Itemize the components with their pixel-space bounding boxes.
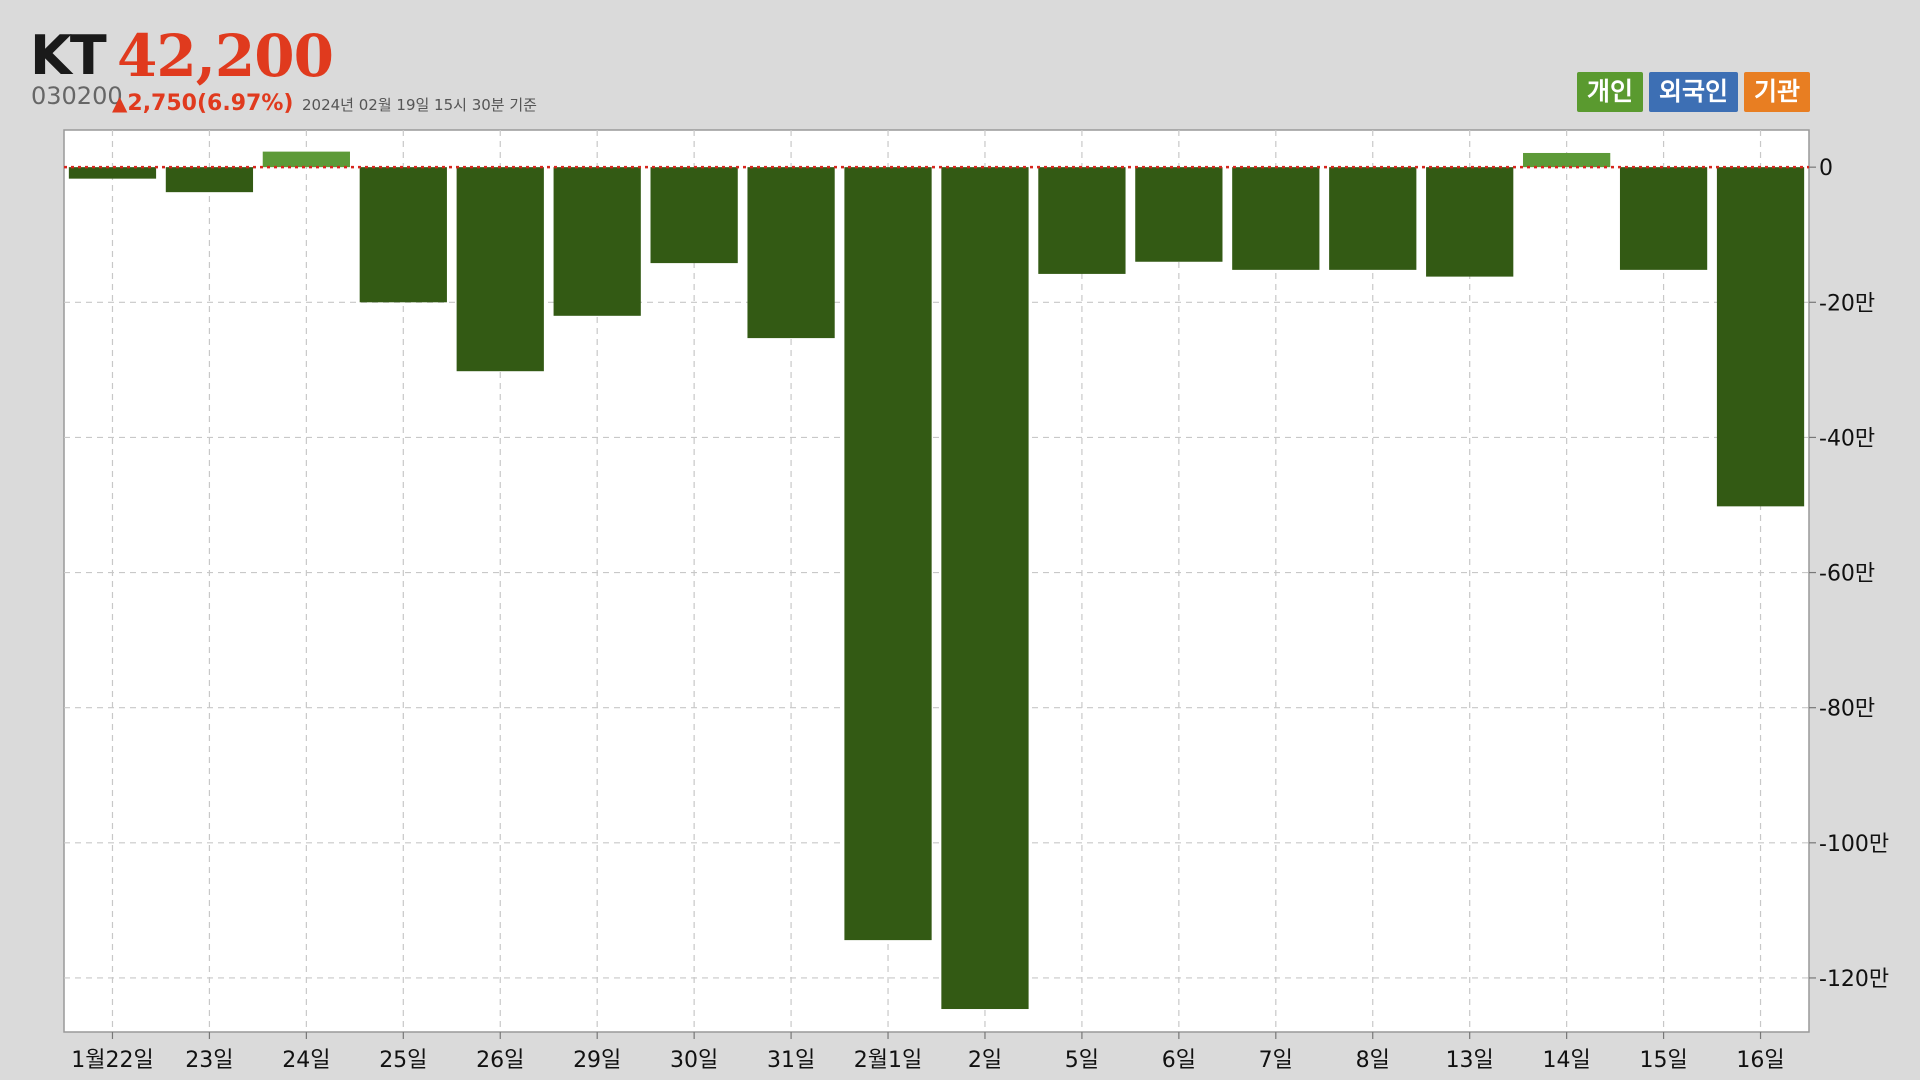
bar[interactable] bbox=[1329, 167, 1417, 270]
bar[interactable] bbox=[1619, 167, 1708, 270]
y-tick-label: -40만 bbox=[1819, 426, 1875, 451]
y-tick-label: -100만 bbox=[1819, 832, 1889, 857]
plot-area bbox=[63, 129, 1810, 1033]
legend-foreign[interactable]: 외국인 bbox=[1648, 72, 1738, 112]
legend: 개인 외국인 기관 bbox=[1571, 72, 1810, 112]
x-tick-label: 24일 bbox=[282, 1048, 330, 1073]
x-tick-label: 6일 bbox=[1162, 1048, 1196, 1073]
x-tick-label: 14일 bbox=[1543, 1048, 1591, 1073]
bar[interactable] bbox=[844, 167, 932, 941]
y-tick-label: -60만 bbox=[1819, 562, 1875, 587]
bar[interactable] bbox=[941, 167, 1029, 1010]
legend-institution[interactable]: 기관 bbox=[1743, 72, 1810, 112]
as-of-timestamp: 2024년 02월 19일 15시 30분 기준 bbox=[302, 96, 537, 114]
bar[interactable] bbox=[1426, 167, 1514, 277]
bar[interactable] bbox=[1038, 167, 1126, 274]
price-change: ▲2,750(6.97%) bbox=[112, 90, 293, 117]
x-axis: 1월22일 23일 24일 25일 26일 29일 30일 31일 2월1일 2일 5일 6일 7일 8일… bbox=[71, 1032, 1785, 1073]
stock-price: 42,200 bbox=[117, 22, 334, 90]
bar[interactable] bbox=[1135, 167, 1223, 262]
x-tick-label: 1월22일 bbox=[71, 1048, 153, 1073]
x-tick-label: 8일 bbox=[1356, 1048, 1390, 1073]
x-tick-label: 7일 bbox=[1259, 1048, 1293, 1073]
x-tick-label: 2월1일 bbox=[854, 1048, 922, 1073]
x-tick-label: 13일 bbox=[1446, 1048, 1494, 1073]
up-arrow-icon: ▲ bbox=[112, 91, 128, 115]
x-tick-label: 26일 bbox=[476, 1048, 524, 1073]
bar[interactable] bbox=[262, 151, 350, 168]
chart-header: KT 42,200 030200 ▲2,750(6.97%) 2024년 02월… bbox=[0, 0, 1920, 125]
bar[interactable] bbox=[650, 167, 738, 264]
x-tick-label: 23일 bbox=[185, 1048, 233, 1073]
y-tick-label: -80만 bbox=[1819, 697, 1875, 722]
bar[interactable] bbox=[68, 167, 157, 179]
bar[interactable] bbox=[456, 167, 544, 372]
y-tick-label: -120만 bbox=[1819, 967, 1889, 992]
bar[interactable] bbox=[553, 167, 641, 316]
x-tick-label: 31일 bbox=[767, 1048, 815, 1073]
bar[interactable] bbox=[747, 167, 835, 339]
bar[interactable] bbox=[1232, 167, 1320, 270]
x-tick-label: 15일 bbox=[1639, 1048, 1687, 1073]
x-tick-label: 29일 bbox=[573, 1048, 621, 1073]
bar[interactable] bbox=[1523, 152, 1611, 168]
y-tick-label: -20만 bbox=[1819, 291, 1875, 316]
bar[interactable] bbox=[165, 167, 254, 193]
y-axis: 0 -20만 -40만 -60만 -80만 -100만 -120만 bbox=[1809, 156, 1889, 992]
bar[interactable] bbox=[359, 167, 447, 303]
x-tick-label: 16일 bbox=[1736, 1048, 1784, 1073]
bar[interactable] bbox=[1716, 167, 1805, 507]
stock-code: 030200 bbox=[31, 82, 123, 110]
x-tick-label: 5일 bbox=[1065, 1048, 1099, 1073]
stock-name: KT bbox=[30, 24, 107, 87]
bars bbox=[68, 151, 1805, 1010]
x-tick-label: 25일 bbox=[379, 1048, 427, 1073]
price-change-value: 2,750(6.97%) bbox=[127, 91, 294, 116]
legend-individual[interactable]: 개인 bbox=[1576, 72, 1643, 112]
y-tick-label: 0 bbox=[1819, 156, 1833, 181]
x-tick-label: 30일 bbox=[670, 1048, 718, 1073]
x-tick-label: 2일 bbox=[968, 1048, 1002, 1073]
